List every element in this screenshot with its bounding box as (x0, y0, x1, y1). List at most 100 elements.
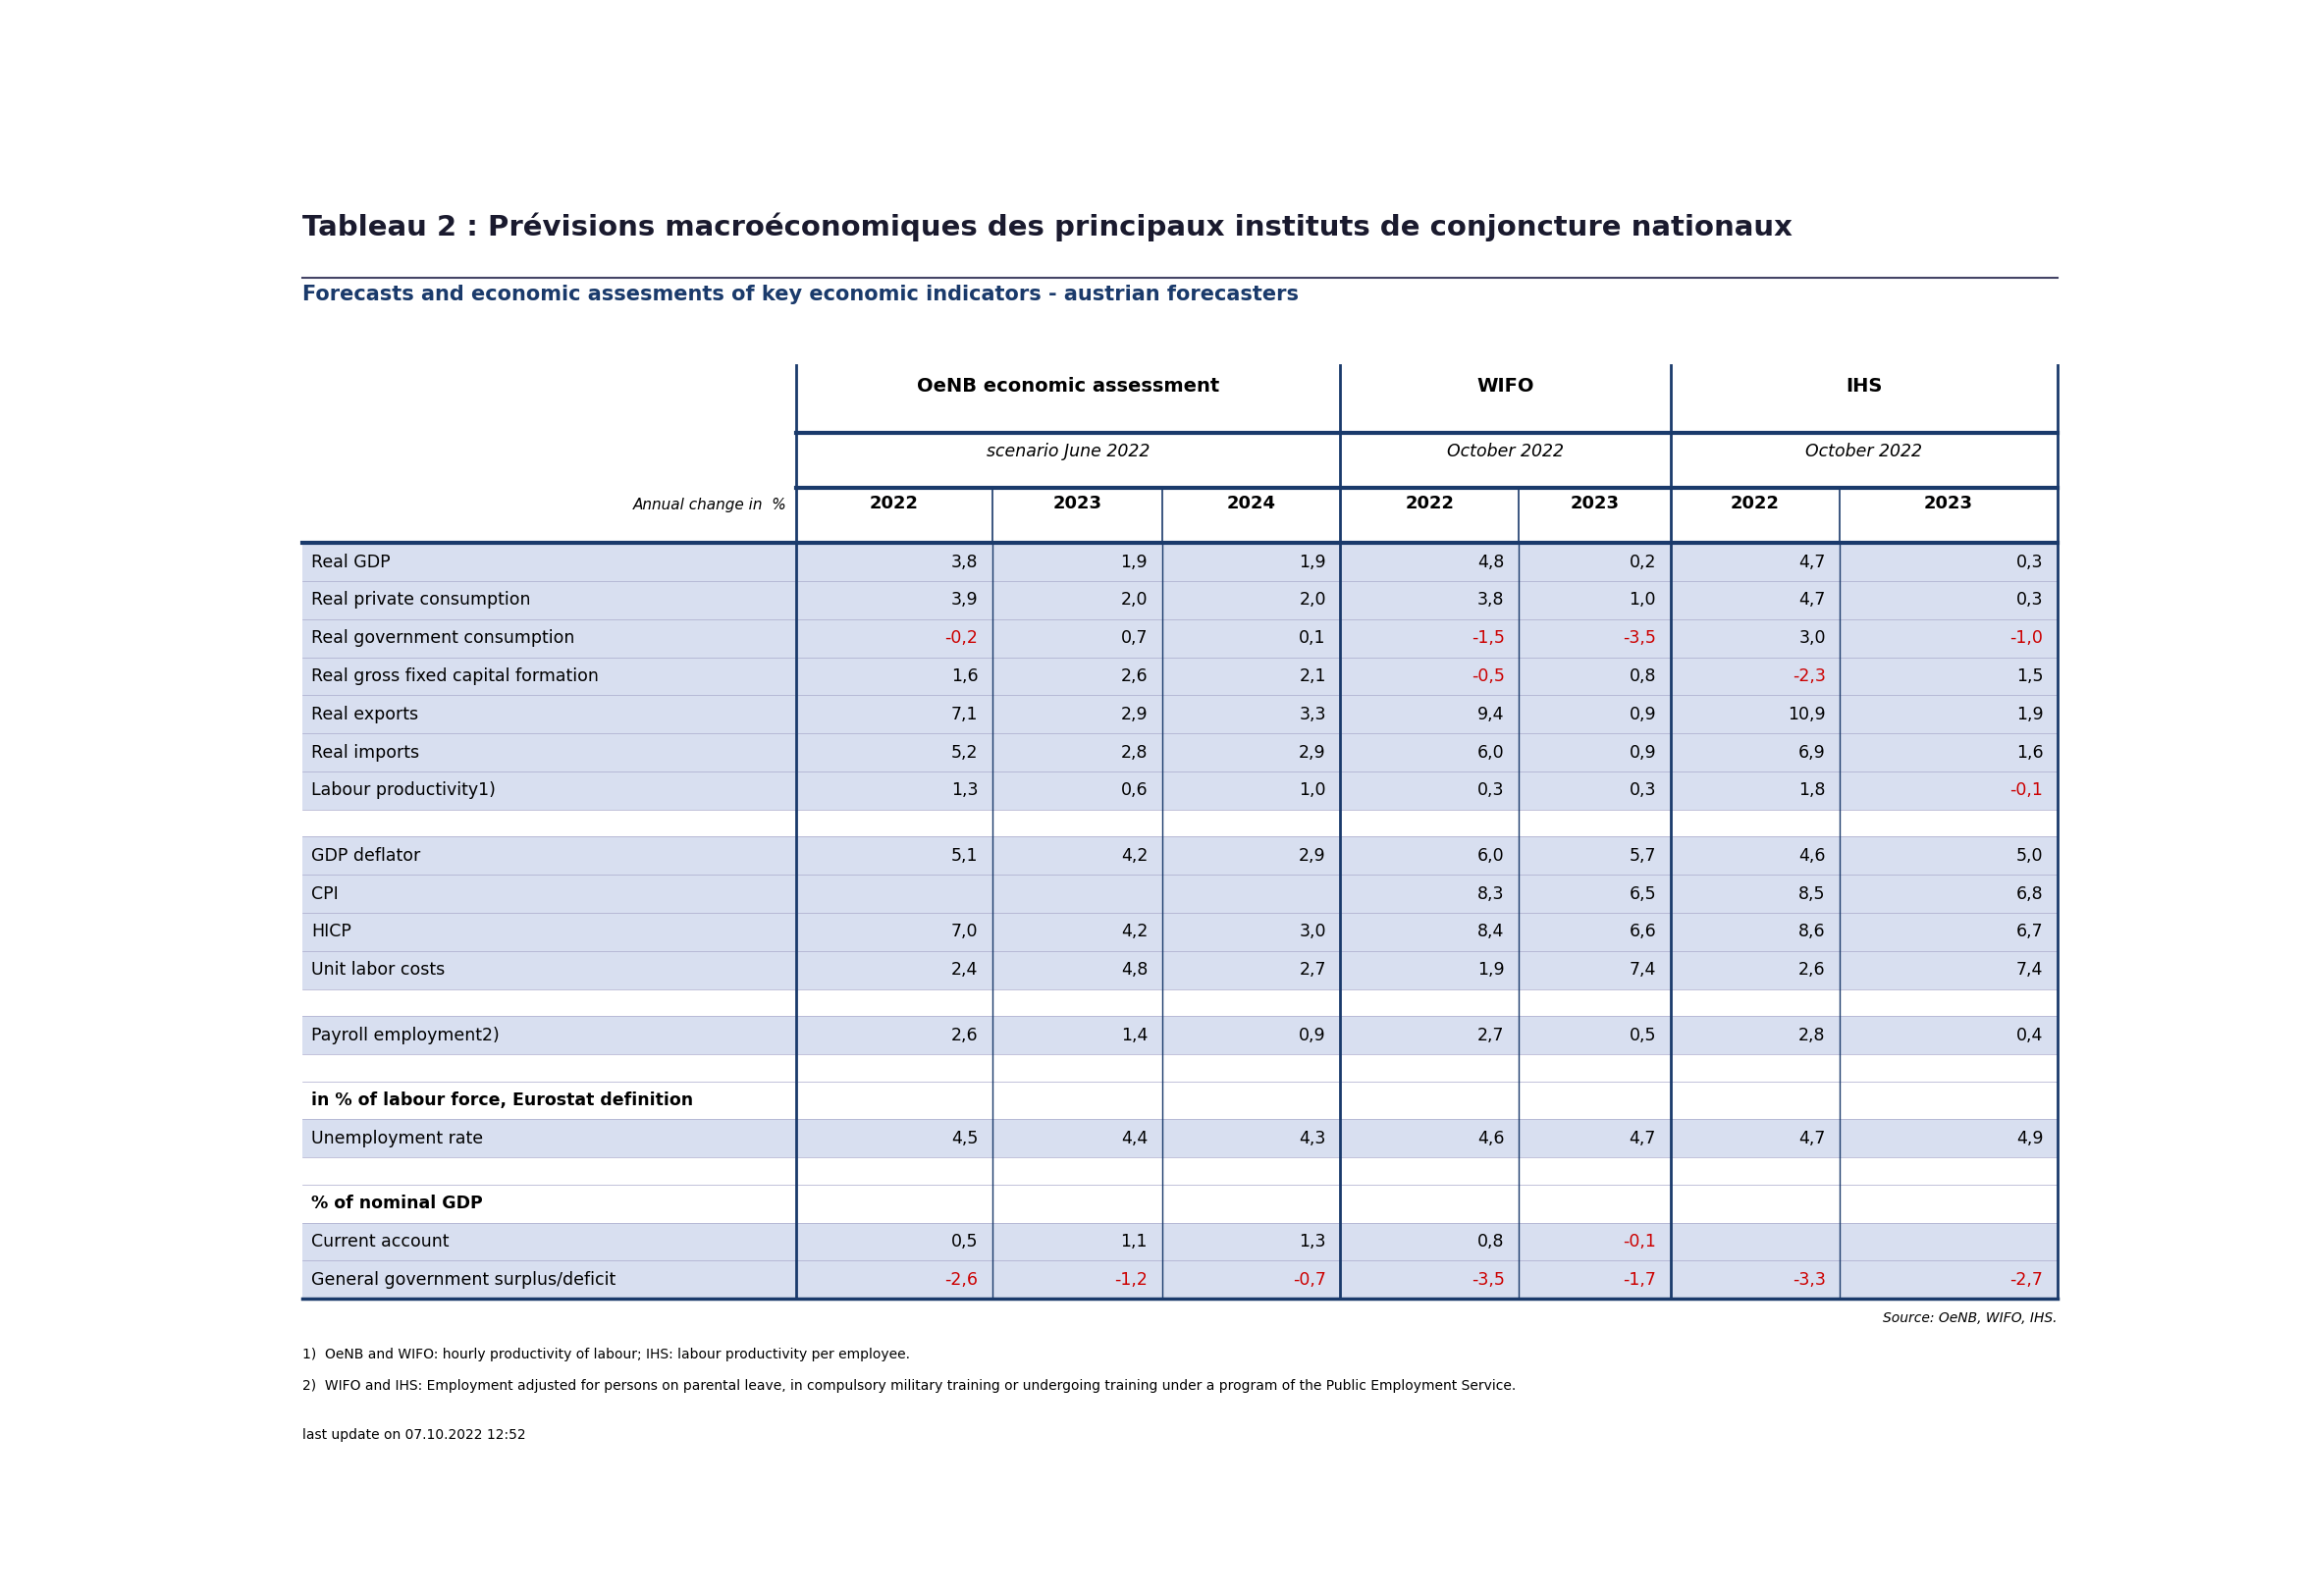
Text: 4,9: 4,9 (2017, 1130, 2044, 1148)
Text: HICP: HICP (311, 922, 352, 940)
Text: 1,0: 1,0 (1298, 782, 1326, 800)
Text: 4,7: 4,7 (1798, 591, 1825, 610)
Text: Source: OeNB, WIFO, IHS.: Source: OeNB, WIFO, IHS. (1883, 1310, 2058, 1325)
Text: 6,5: 6,5 (1630, 886, 1655, 903)
Text: 0,8: 0,8 (1478, 1232, 1506, 1251)
Text: 2,4: 2,4 (951, 961, 978, 978)
Text: 1,8: 1,8 (1798, 782, 1825, 800)
Text: 7,4: 7,4 (1630, 961, 1655, 978)
Text: -3,3: -3,3 (1793, 1270, 1825, 1288)
Bar (302, 734, 2058, 771)
Text: 7,0: 7,0 (951, 922, 978, 940)
Text: Payroll employment2): Payroll employment2) (311, 1026, 500, 1044)
Bar (302, 875, 2058, 913)
Text: 2,6: 2,6 (1121, 667, 1149, 685)
Text: 6,9: 6,9 (1798, 744, 1825, 761)
Text: WIFO: WIFO (1476, 377, 1533, 396)
Text: 1,9: 1,9 (2017, 705, 2044, 723)
Text: 4,7: 4,7 (1630, 1130, 1655, 1148)
Text: 1,1: 1,1 (1121, 1232, 1149, 1251)
Text: 4,7: 4,7 (1798, 554, 1825, 571)
Text: -0,1: -0,1 (1623, 1232, 1655, 1251)
Text: 8,4: 8,4 (1478, 922, 1506, 940)
Text: 0,3: 0,3 (2017, 591, 2044, 610)
Text: -2,6: -2,6 (944, 1270, 978, 1288)
Bar (302, 1119, 2058, 1157)
Text: 1)  OeNB and WIFO: hourly productivity of labour; IHS: labour productivity per e: 1) OeNB and WIFO: hourly productivity of… (302, 1349, 909, 1361)
Text: 0,9: 0,9 (1630, 705, 1655, 723)
Text: 0,9: 0,9 (1630, 744, 1655, 761)
Text: 2,8: 2,8 (1121, 744, 1149, 761)
Text: 9,4: 9,4 (1478, 705, 1506, 723)
Text: 2)  WIFO and IHS: Employment adjusted for persons on parental leave, in compulso: 2) WIFO and IHS: Employment adjusted for… (302, 1379, 1515, 1392)
Text: CPI: CPI (311, 886, 338, 903)
Text: 0,2: 0,2 (1630, 554, 1655, 571)
Text: 1,9: 1,9 (1298, 554, 1326, 571)
Text: 2,7: 2,7 (1478, 1026, 1506, 1044)
Text: 4,2: 4,2 (1121, 847, 1149, 865)
Text: 1,4: 1,4 (1121, 1026, 1149, 1044)
Text: 0,7: 0,7 (1121, 629, 1149, 646)
Text: 1,9: 1,9 (1478, 961, 1506, 978)
Text: Labour productivity1): Labour productivity1) (311, 782, 495, 800)
Text: -1,7: -1,7 (1623, 1270, 1655, 1288)
Text: Real private consumption: Real private consumption (311, 591, 529, 610)
Text: 3,0: 3,0 (1298, 922, 1326, 940)
Bar (302, 990, 2058, 1017)
Text: 2,1: 2,1 (1298, 667, 1326, 685)
Text: 4,2: 4,2 (1121, 922, 1149, 940)
Text: -1,5: -1,5 (1471, 629, 1506, 646)
Text: 4,8: 4,8 (1121, 961, 1149, 978)
Text: 4,4: 4,4 (1121, 1130, 1149, 1148)
Text: Tableau 2 : Prévisions macroéconomiques des principaux instituts de conjoncture : Tableau 2 : Prévisions macroéconomiques … (302, 212, 1791, 241)
Text: 0,8: 0,8 (1630, 667, 1655, 685)
Text: 4,7: 4,7 (1798, 1130, 1825, 1148)
Bar (302, 1017, 2058, 1055)
Text: 1,6: 1,6 (951, 667, 978, 685)
Text: 0,4: 0,4 (2017, 1026, 2044, 1044)
Text: -1,0: -1,0 (2010, 629, 2044, 646)
Text: Annual change in  %: Annual change in % (633, 498, 787, 512)
Text: -0,2: -0,2 (944, 629, 978, 646)
Text: 0,9: 0,9 (1298, 1026, 1326, 1044)
Bar (302, 1223, 2058, 1261)
Text: General government surplus/deficit: General government surplus/deficit (311, 1270, 615, 1288)
Text: -3,5: -3,5 (1623, 629, 1655, 646)
Text: -1,2: -1,2 (1114, 1270, 1149, 1288)
Bar (302, 1261, 2058, 1299)
Text: 2024: 2024 (1227, 495, 1275, 512)
Text: 5,0: 5,0 (2017, 847, 2044, 865)
Text: 3,9: 3,9 (951, 591, 978, 610)
Text: 2023: 2023 (1924, 495, 1973, 512)
Text: 4,8: 4,8 (1478, 554, 1506, 571)
Text: 2,8: 2,8 (1798, 1026, 1825, 1044)
Text: -2,3: -2,3 (1793, 667, 1825, 685)
Text: -0,5: -0,5 (1471, 667, 1506, 685)
Text: Real imports: Real imports (311, 744, 419, 761)
Text: 1,3: 1,3 (1298, 1232, 1326, 1251)
Text: 5,1: 5,1 (951, 847, 978, 865)
Text: Unit labor costs: Unit labor costs (311, 961, 444, 978)
Text: 0,5: 0,5 (1630, 1026, 1655, 1044)
Text: 2,6: 2,6 (951, 1026, 978, 1044)
Bar (302, 951, 2058, 990)
Text: Real government consumption: Real government consumption (311, 629, 576, 646)
Text: 0,5: 0,5 (951, 1232, 978, 1251)
Text: 4,5: 4,5 (951, 1130, 978, 1148)
Text: 2,7: 2,7 (1298, 961, 1326, 978)
Text: 6,7: 6,7 (2017, 922, 2044, 940)
Text: 2,0: 2,0 (1298, 591, 1326, 610)
Text: % of nominal GDP: % of nominal GDP (311, 1195, 483, 1213)
Bar (302, 1080, 2058, 1119)
Text: Real GDP: Real GDP (311, 554, 389, 571)
Text: 4,3: 4,3 (1298, 1130, 1326, 1148)
Text: 2,0: 2,0 (1121, 591, 1149, 610)
Bar (302, 581, 2058, 619)
Text: 2,9: 2,9 (1121, 705, 1149, 723)
Bar (302, 619, 2058, 658)
Text: -3,5: -3,5 (1471, 1270, 1506, 1288)
Bar (302, 809, 2058, 836)
Bar (302, 836, 2058, 875)
Text: 8,5: 8,5 (1798, 886, 1825, 903)
Text: 1,3: 1,3 (951, 782, 978, 800)
